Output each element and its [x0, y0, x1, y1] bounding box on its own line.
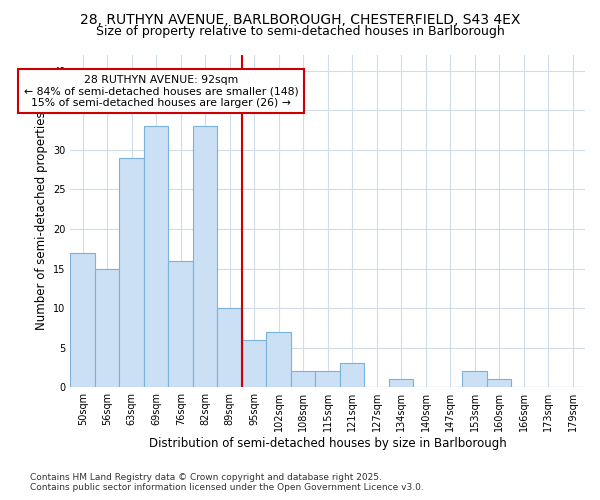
Bar: [316, 372, 340, 387]
Bar: [169, 260, 193, 387]
Bar: [291, 372, 316, 387]
Bar: [389, 380, 413, 387]
Bar: [463, 372, 487, 387]
Bar: [95, 268, 119, 387]
Text: 28 RUTHYN AVENUE: 92sqm
← 84% of semi-detached houses are smaller (148)
15% of s: 28 RUTHYN AVENUE: 92sqm ← 84% of semi-de…: [24, 75, 298, 108]
Bar: [340, 364, 364, 387]
Bar: [266, 332, 291, 387]
Text: 28, RUTHYN AVENUE, BARLBOROUGH, CHESTERFIELD, S43 4EX: 28, RUTHYN AVENUE, BARLBOROUGH, CHESTERF…: [80, 12, 520, 26]
Bar: [119, 158, 144, 387]
X-axis label: Distribution of semi-detached houses by size in Barlborough: Distribution of semi-detached houses by …: [149, 437, 506, 450]
Bar: [242, 340, 266, 387]
Bar: [70, 252, 95, 387]
Bar: [193, 126, 217, 387]
Text: Size of property relative to semi-detached houses in Barlborough: Size of property relative to semi-detach…: [95, 25, 505, 38]
Bar: [487, 380, 511, 387]
Y-axis label: Number of semi-detached properties: Number of semi-detached properties: [35, 112, 47, 330]
Bar: [144, 126, 169, 387]
Bar: [217, 308, 242, 387]
Text: Contains HM Land Registry data © Crown copyright and database right 2025.
Contai: Contains HM Land Registry data © Crown c…: [30, 473, 424, 492]
